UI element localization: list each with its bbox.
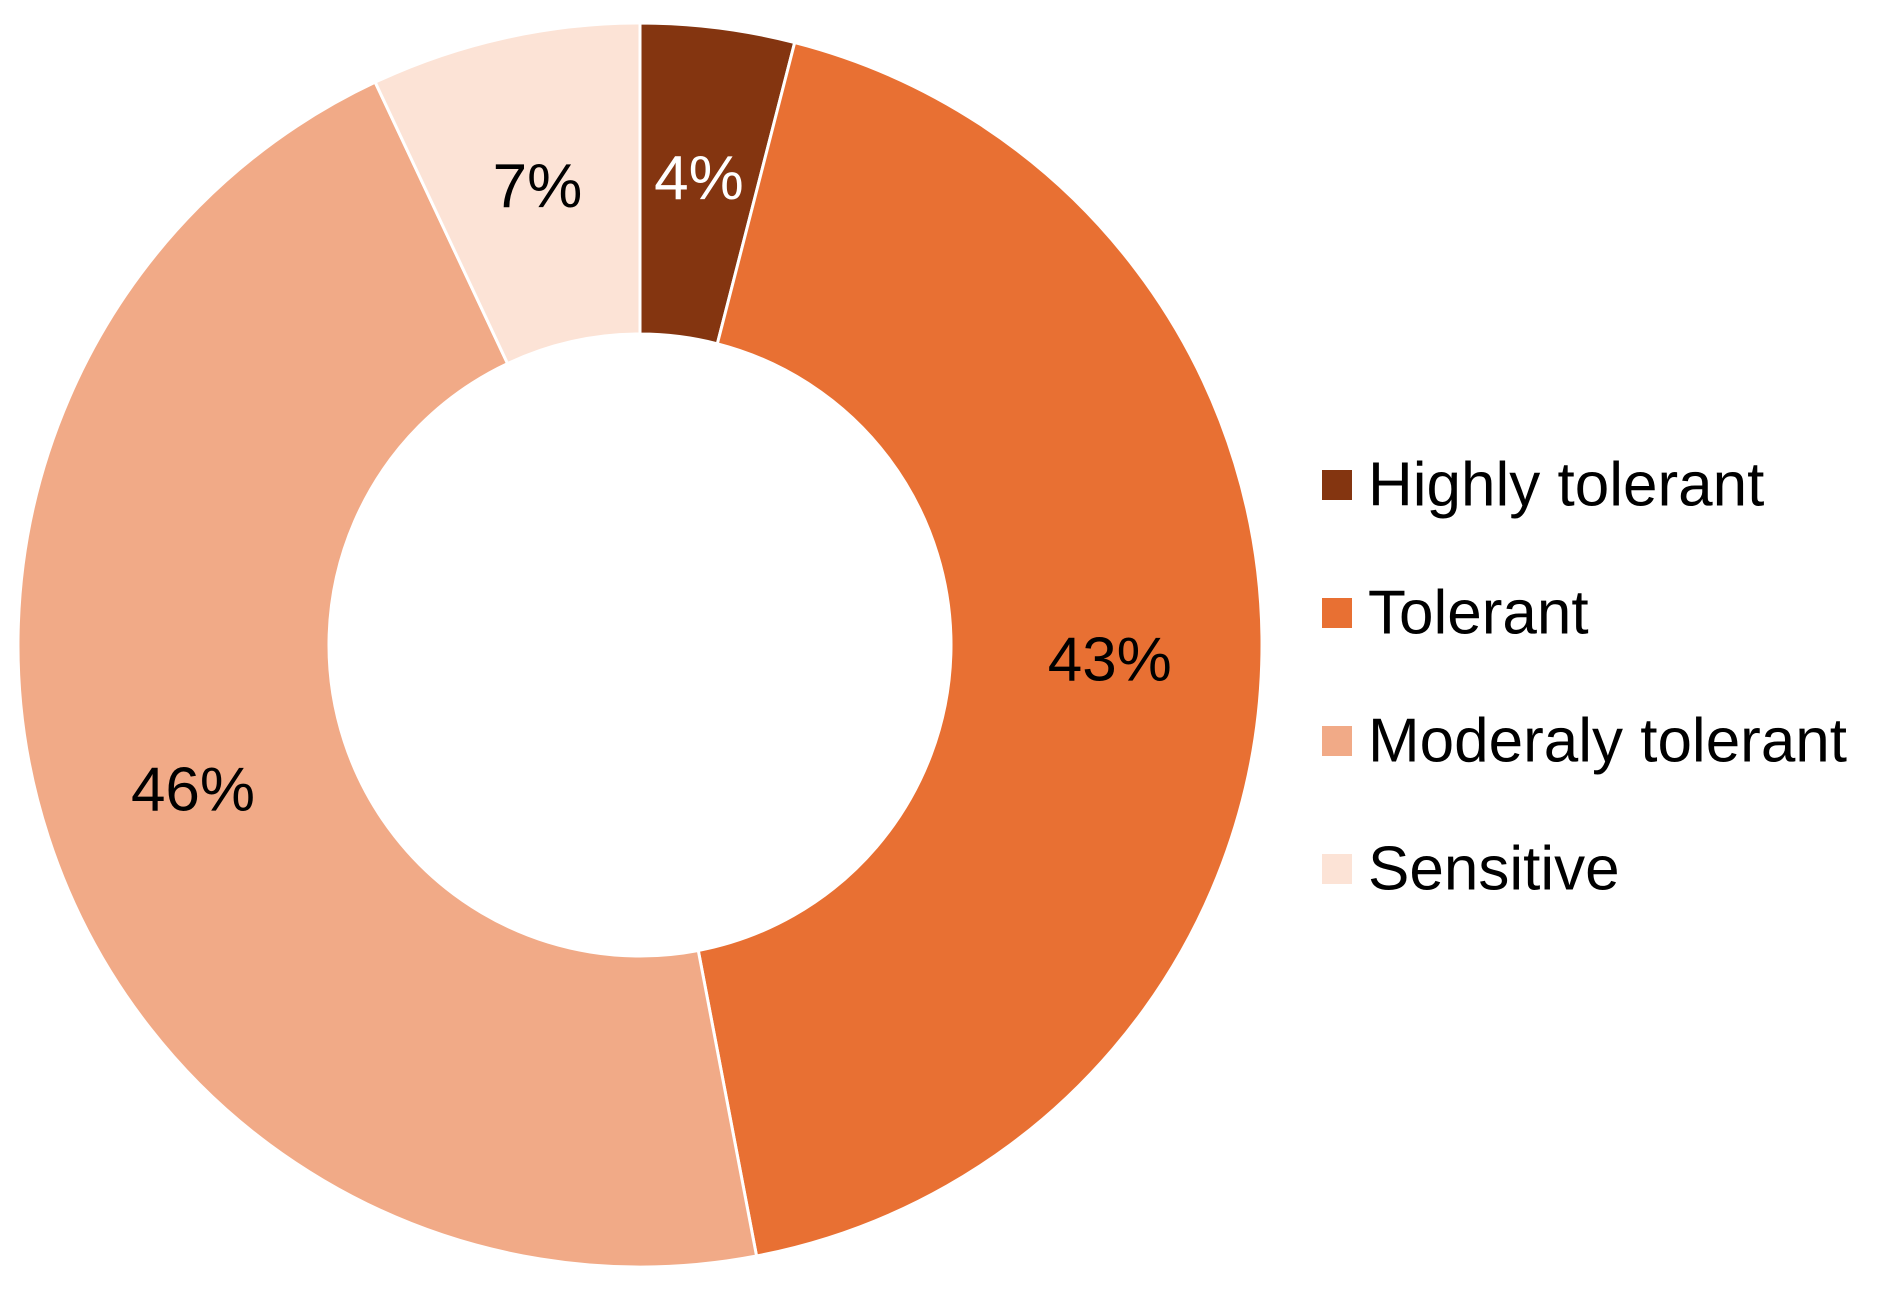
slice-value-label-highly-tolerant: 4% (654, 144, 744, 213)
legend-label-tolerant: Tolerant (1368, 579, 1589, 648)
slice-moderaly-tolerant (16, 80, 759, 1269)
slice-tolerant (696, 40, 1264, 1258)
slice-value-label-sensitive: 7% (493, 152, 583, 221)
legend-label-sensitive: Sensitive (1368, 835, 1620, 904)
legend-swatch-moderaly-tolerant (1322, 726, 1352, 756)
legend-item-tolerant: Tolerant (1322, 579, 1589, 648)
slice-value-label-tolerant: 43% (1048, 625, 1172, 694)
legend-label-moderaly-tolerant: Moderaly tolerant (1368, 707, 1847, 776)
slice-value-labels: 4% 43% 46% 7% (131, 144, 1172, 825)
legend-label-highly-tolerant: Highly tolerant (1368, 451, 1764, 520)
donut-slices (16, 21, 1264, 1269)
legend-swatch-highly-tolerant (1322, 470, 1352, 500)
slice-value-label-moderaly-tolerant: 46% (131, 756, 255, 825)
legend-swatch-sensitive (1322, 854, 1352, 884)
legend-item-sensitive: Sensitive (1322, 835, 1620, 904)
legend: Highly tolerant Tolerant Moderaly tolerant… (1322, 451, 1847, 904)
slice-sensitive (373, 21, 642, 366)
legend-item-highly-tolerant: Highly tolerant (1322, 451, 1764, 520)
legend-item-moderaly-tolerant: Moderaly tolerant (1322, 707, 1847, 776)
legend-swatch-tolerant (1322, 598, 1352, 628)
